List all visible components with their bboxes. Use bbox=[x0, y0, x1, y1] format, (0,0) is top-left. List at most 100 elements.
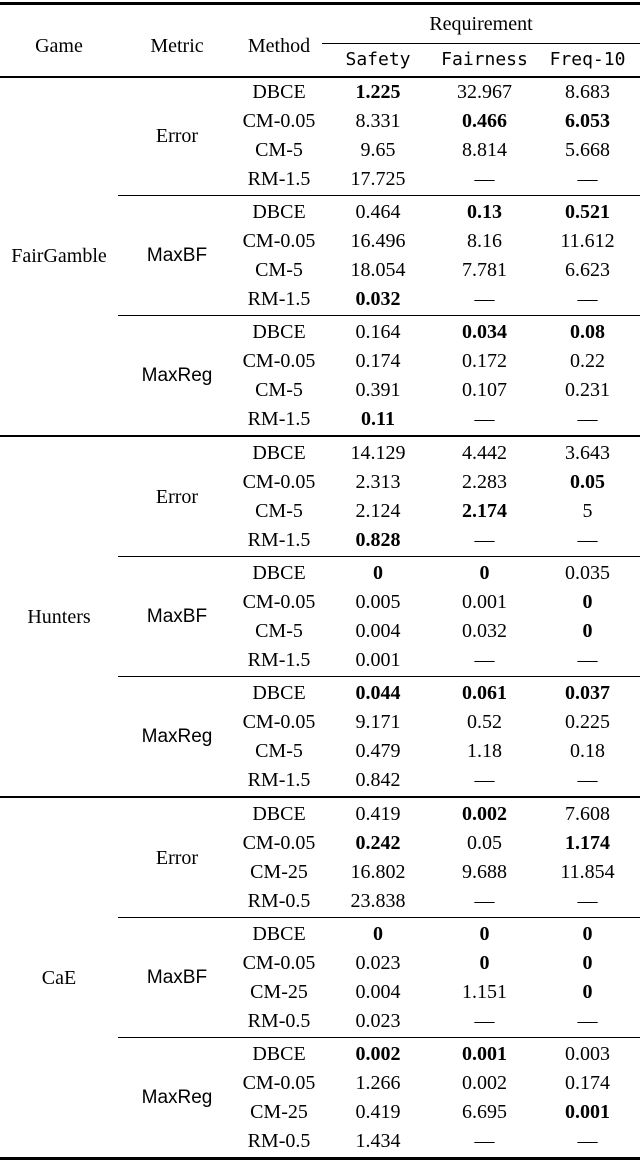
value-cell: 11.854 bbox=[560, 860, 615, 883]
value-cell: 5.668 bbox=[565, 138, 610, 161]
table-row: CM-0.05 1.266 0.002 0.174 bbox=[0, 1069, 640, 1098]
method-label: CM-5 bbox=[255, 378, 303, 401]
table-row: RM-1.5 0.842 — — bbox=[0, 766, 640, 797]
value-cell: 17.725 bbox=[350, 167, 406, 190]
value-cell: 2.124 bbox=[355, 499, 401, 522]
method-label: CM-0.05 bbox=[242, 590, 316, 613]
value-cell: 0.004 bbox=[355, 619, 401, 642]
game-label: Hunters bbox=[0, 434, 118, 797]
method-label: RM-0.5 bbox=[247, 889, 311, 912]
column-header-game: Game bbox=[0, 3, 118, 78]
method-label: RM-0.5 bbox=[247, 1009, 311, 1032]
metric-label: Error bbox=[118, 434, 236, 556]
value-cell: 0 bbox=[434, 555, 535, 588]
method-label: CM-25 bbox=[250, 860, 308, 883]
value-cell: 0.002 bbox=[434, 795, 535, 829]
value-cell: 0.003 bbox=[535, 1036, 640, 1069]
value-cell: 4.442 bbox=[434, 434, 535, 468]
table-row: CM-5 18.054 7.781 6.623 bbox=[0, 256, 640, 285]
value-cell: 0 bbox=[582, 619, 593, 642]
table-row: MaxReg DBCE 0.164 0.034 0.08 bbox=[0, 314, 640, 436]
value-cell: 0.419 bbox=[322, 795, 434, 829]
value-cell: 16.802 bbox=[350, 860, 406, 883]
value-cell: 0.034 bbox=[434, 314, 535, 347]
value-cell: 1.225 bbox=[355, 80, 401, 103]
value-cell: 0.419 bbox=[355, 1100, 401, 1123]
value-cell: — bbox=[577, 1129, 598, 1152]
game-label: CaE bbox=[0, 795, 118, 1158]
value-cell: 0.225 bbox=[565, 710, 610, 733]
value-cell: 0.05 bbox=[570, 470, 605, 493]
table-row: MaxReg DBCE 0.044 0.061 0.037 bbox=[0, 675, 640, 797]
table-row: RM-0.5 0.023 — — bbox=[0, 1007, 640, 1038]
metric-label: MaxReg bbox=[118, 675, 236, 797]
value-cell: 16.496 bbox=[350, 229, 406, 252]
value-cell: 0 bbox=[322, 555, 434, 588]
table-row: MaxReg DBCE 0.002 0.001 0.003 bbox=[0, 1036, 640, 1158]
table-row: RM-0.5 1.434 — — bbox=[0, 1127, 640, 1159]
method-label: RM-1.5 bbox=[247, 167, 311, 190]
table-row: CM-0.05 9.171 0.52 0.225 bbox=[0, 708, 640, 737]
table-row: CM-5 0.479 1.18 0.18 bbox=[0, 737, 640, 766]
method-label: RM-1.5 bbox=[247, 768, 311, 791]
value-cell: 1.266 bbox=[355, 1071, 401, 1094]
value-cell: — bbox=[577, 167, 598, 190]
value-cell: 9.65 bbox=[360, 138, 396, 161]
value-cell: 0.828 bbox=[355, 528, 401, 551]
table-header: Game Metric Method Requirement Safety Fa… bbox=[0, 3, 640, 78]
method-label: DBCE bbox=[236, 555, 322, 588]
value-cell: 0.242 bbox=[355, 831, 401, 854]
table-row: CM-0.05 0.242 0.05 1.174 bbox=[0, 829, 640, 858]
value-cell: — bbox=[474, 287, 495, 310]
value-cell: 0.037 bbox=[535, 675, 640, 708]
value-cell: 0.521 bbox=[535, 194, 640, 227]
method-label: CM-5 bbox=[255, 499, 303, 522]
value-cell: 0.002 bbox=[322, 1036, 434, 1069]
value-cell: — bbox=[474, 167, 495, 190]
value-cell: 0.004 bbox=[355, 980, 401, 1003]
metric-label: MaxBF bbox=[118, 194, 236, 315]
value-cell: 0.001 bbox=[434, 1036, 535, 1069]
method-label: CM-0.05 bbox=[242, 349, 316, 372]
value-cell: 0.001 bbox=[355, 648, 401, 671]
value-cell: 8.814 bbox=[462, 138, 507, 161]
table-row: RM-1.5 0.032 — — bbox=[0, 285, 640, 316]
value-cell: 0.18 bbox=[570, 739, 605, 762]
table-row: Hunters Error DBCE 14.129 4.442 3.643 bbox=[0, 434, 640, 797]
method-label: DBCE bbox=[236, 314, 322, 347]
value-cell: 0.11 bbox=[361, 407, 395, 430]
value-cell: 1.434 bbox=[355, 1129, 401, 1152]
value-cell: 7.781 bbox=[462, 258, 507, 281]
value-cell: 1.174 bbox=[565, 831, 610, 854]
table-row: CM-5 2.124 2.174 5 bbox=[0, 497, 640, 526]
method-label: CM-5 bbox=[255, 739, 303, 762]
value-cell: — bbox=[577, 648, 598, 671]
table-row: RM-1.5 17.725 — — bbox=[0, 165, 640, 196]
value-cell: 23.838 bbox=[350, 889, 406, 912]
value-cell: — bbox=[577, 407, 598, 430]
value-cell: — bbox=[577, 1009, 598, 1032]
table-row: CaE Error DBCE 0.419 0.002 7.608 bbox=[0, 795, 640, 1158]
metric-label: MaxBF bbox=[118, 916, 236, 1037]
value-cell: 8.331 bbox=[355, 109, 401, 132]
table-row: MaxBF DBCE 0 0 0.035 bbox=[0, 555, 640, 676]
value-cell: 6.623 bbox=[565, 258, 610, 281]
metric-label: Error bbox=[155, 124, 199, 147]
value-cell: 2.283 bbox=[462, 470, 507, 493]
method-label: DBCE bbox=[236, 434, 322, 468]
method-label: RM-1.5 bbox=[247, 648, 311, 671]
value-cell: 7.608 bbox=[535, 795, 640, 829]
value-cell: 0 bbox=[535, 916, 640, 949]
table-row: RM-1.5 0.11 — — bbox=[0, 405, 640, 436]
method-label: CM-0.05 bbox=[242, 470, 316, 493]
table-row: CM-5 0.004 0.032 0 bbox=[0, 617, 640, 646]
value-cell: 8.16 bbox=[467, 229, 502, 252]
value-cell: 9.171 bbox=[355, 710, 401, 733]
game-label: FairGamble bbox=[11, 244, 107, 267]
value-cell: — bbox=[474, 1129, 495, 1152]
value-cell: 1.151 bbox=[462, 980, 507, 1003]
method-label: RM-1.5 bbox=[247, 407, 311, 430]
metric-label: MaxReg bbox=[118, 314, 236, 436]
table-row: CM-0.05 0.023 0 0 bbox=[0, 949, 640, 978]
value-cell: 0 bbox=[582, 951, 593, 974]
